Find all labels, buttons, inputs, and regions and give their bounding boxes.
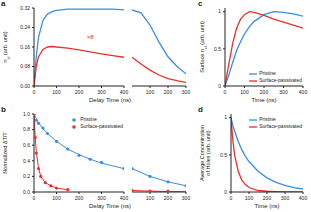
svg-text:200: 200 [164,195,173,201]
svg-text:0: 0 [224,189,227,195]
html-text:Delay Time (ns): Delay Time (ns) [89,97,131,103]
svg-text:of Holes (arb. unit): of Holes (arb. unit) [206,130,212,175]
html-text:Time (ns): Time (ns) [251,97,277,103]
html-text:d: d [198,105,203,114]
svg-text:0.08: 0.08 [20,63,30,69]
svg-text:0.16: 0.16 [20,44,30,50]
svg-text:0: 0 [33,89,36,95]
svg-text:Average Concentration: Average Concentration [199,125,205,181]
svg-text:1: 1 [218,8,221,14]
svg-text:ncl (arb. unit): ncl (arb. unit) [8,31,11,62]
svg-text:0: 0 [224,89,227,95]
svg-text:0.24: 0.24 [20,24,30,30]
svg-text:0.5: 0.5 [214,46,221,52]
svg-text:0.6: 0.6 [23,142,30,148]
html-text:Surface-passivated: Surface-passivated [259,123,302,129]
html-text:Pristine: Pristine [259,70,276,76]
html-text:Pristine: Pristine [80,116,97,122]
svg-text:0.2: 0.2 [23,173,30,179]
svg-text:300: 300 [182,89,191,95]
svg-text:0: 0 [218,83,221,89]
svg-text:300: 300 [97,195,106,201]
html-text:Delay Time (ns): Delay Time (ns) [89,203,131,209]
html-text:a: a [1,0,6,8]
svg-text:300: 300 [97,89,106,95]
svg-text:0.5: 0.5 [220,152,227,158]
svg-text:100: 100 [146,195,155,201]
html-text:c: c [198,0,203,8]
svg-text:0.0: 0.0 [23,189,30,195]
svg-text:300: 300 [281,195,290,201]
svg-text:200: 200 [75,89,84,95]
svg-text:1.0: 1.0 [23,111,30,117]
svg-text:0.4: 0.4 [23,158,30,164]
svg-text:100: 100 [245,195,254,201]
svg-text:0.00: 0.00 [20,83,30,89]
svg-text:200: 200 [75,195,84,201]
svg-text:200: 200 [260,89,269,95]
svg-text:100: 100 [240,89,249,95]
html-text:Pristine: Pristine [259,116,276,122]
svg-text:400: 400 [299,89,303,95]
svg-text:300: 300 [279,89,288,95]
svg-text:200: 200 [263,195,272,201]
html-text:Time (ns): Time (ns) [254,203,280,209]
html-text:n: n [2,59,9,63]
svg-text:0: 0 [33,195,36,201]
svg-text:0: 0 [230,195,233,201]
svg-text:300: 300 [182,195,191,201]
svg-text:400: 400 [120,89,129,95]
svg-text:100: 100 [52,195,61,201]
svg-text:×8: ×8 [87,34,95,40]
svg-text:1: 1 [224,114,227,120]
html-text:b: b [1,105,6,114]
svg-text:400: 400 [120,195,129,201]
svg-text:100: 100 [52,89,61,95]
svg-text:400: 400 [299,195,303,201]
svg-text:200: 200 [164,89,173,95]
svg-text:0.32: 0.32 [20,5,30,11]
html-text:Surface-passivated: Surface-passivated [259,77,302,83]
svg-text:0.8: 0.8 [23,126,30,132]
svg-text:100: 100 [146,89,155,95]
svg-text:Surface ncl (arb. unit): Surface ncl (arb. unit) [199,21,207,73]
svg-text:Normalized ΔT/T: Normalized ΔT/T [8,132,9,174]
html-text:Surface-passivated: Surface-passivated [80,123,123,129]
